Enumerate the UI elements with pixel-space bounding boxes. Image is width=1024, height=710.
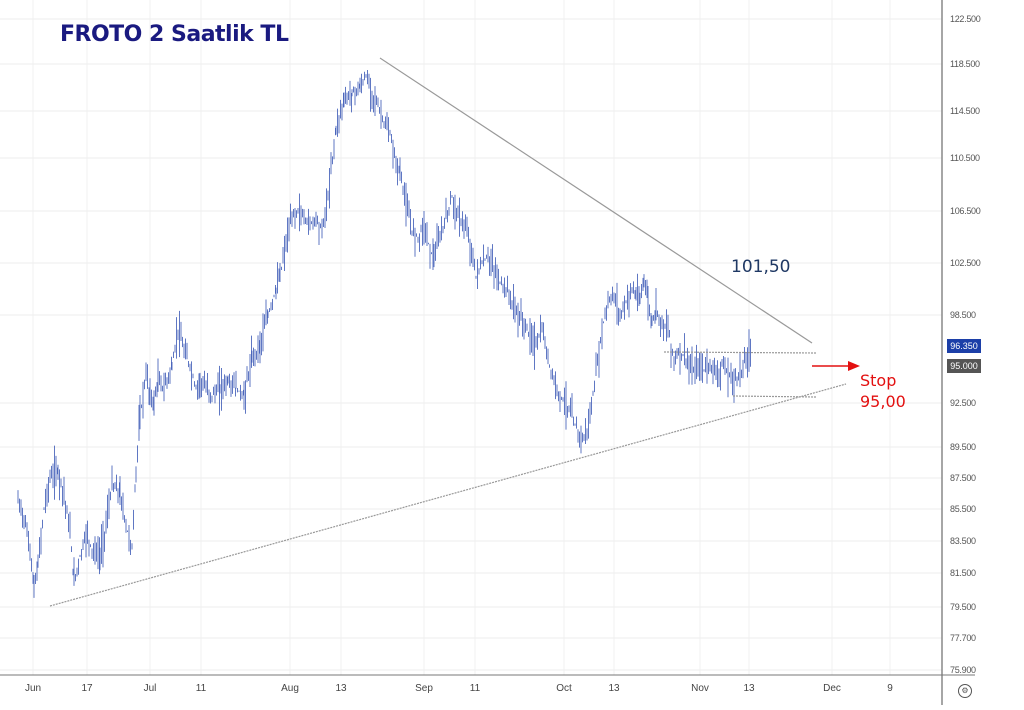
x-tick-label: 11: [469, 683, 481, 694]
x-tick-label: 17: [81, 683, 93, 694]
x-tick-label: 13: [743, 683, 755, 694]
y-tick-label: 85.500: [950, 504, 976, 514]
x-tick-label: Dec: [823, 683, 841, 694]
stop-price-badge: 95.000: [947, 359, 981, 373]
x-tick-label: Jul: [143, 683, 157, 694]
y-tick-label: 114.500: [950, 106, 980, 116]
y-tick-label: 79.500: [950, 602, 976, 612]
y-tick-label: 102.500: [950, 258, 981, 268]
y-tick-label: 75.900: [950, 665, 976, 675]
x-tick-label: Oct: [556, 683, 572, 694]
x-tick-label: 11: [195, 683, 207, 694]
y-tick-label: 89.500: [950, 442, 976, 452]
chart-title: FROTO 2 Saatlik TL: [60, 22, 289, 47]
x-tick-label: 9: [887, 683, 893, 694]
x-tick-label: Nov: [691, 683, 709, 694]
x-tick-label: 13: [335, 683, 347, 694]
x-tick-label: Aug: [281, 683, 299, 694]
stop-text: Stop: [860, 371, 897, 390]
current-price-badge: 96.350: [947, 339, 981, 353]
y-tick-label: 83.500: [950, 536, 976, 546]
resistance-price-label: 101,50: [731, 257, 791, 277]
x-tick-label: Jun: [24, 683, 42, 694]
y-tick-label: 87.500: [950, 473, 976, 483]
y-tick-label: 81.500: [950, 568, 976, 578]
y-tick-label: 122.500: [950, 14, 981, 24]
y-tick-label: 106.500: [950, 206, 981, 216]
y-tick-label: 110.500: [950, 153, 980, 163]
y-tick-label: 92.500: [950, 398, 976, 408]
gear-icon[interactable]: ⚙: [958, 684, 972, 698]
stop-label: Stop 95,00: [860, 370, 906, 412]
y-tick-label: 98.500: [950, 310, 976, 320]
x-tick-label: Sep: [415, 683, 433, 694]
y-tick-label: 77.700: [950, 633, 976, 643]
stop-value: 95,00: [860, 392, 906, 411]
y-tick-label: 118.500: [950, 59, 980, 69]
x-tick-label: 13: [608, 683, 620, 694]
